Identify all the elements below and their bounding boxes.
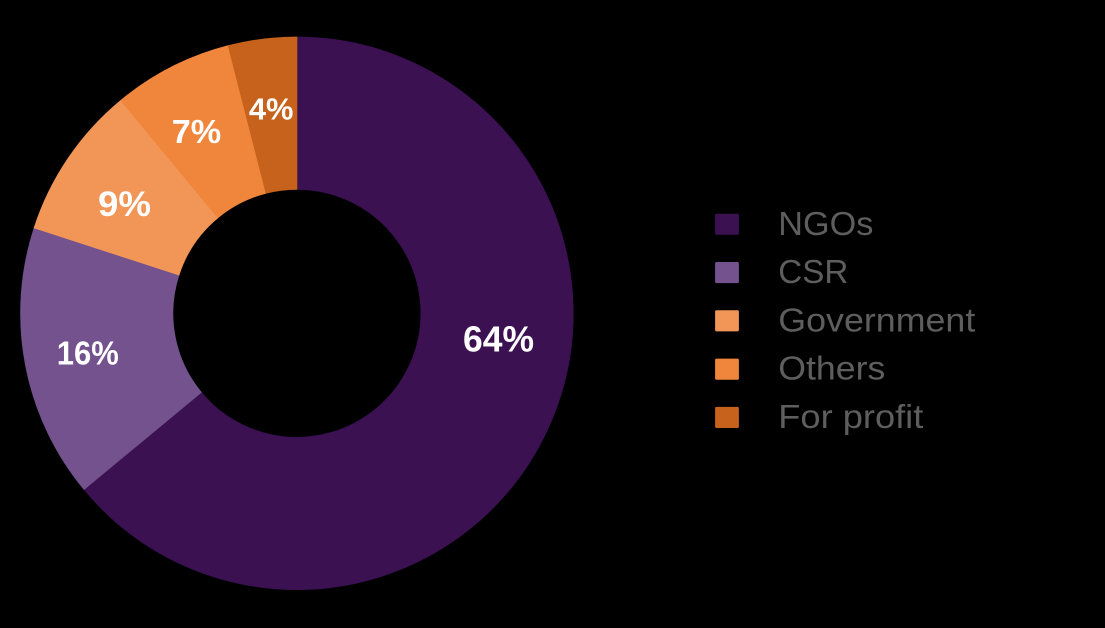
svg-text:4%: 4%	[249, 91, 294, 126]
svg-text:Government: Government	[778, 302, 976, 339]
svg-text:16%: 16%	[57, 335, 119, 372]
svg-text:9%: 9%	[98, 184, 151, 224]
svg-text:CSR: CSR	[778, 254, 848, 291]
svg-text:7%: 7%	[172, 114, 222, 151]
svg-text:64%: 64%	[463, 319, 534, 360]
svg-text:For profit: For profit	[778, 399, 924, 436]
svg-text:Others: Others	[778, 351, 885, 388]
svg-text:NGOs: NGOs	[778, 206, 873, 243]
